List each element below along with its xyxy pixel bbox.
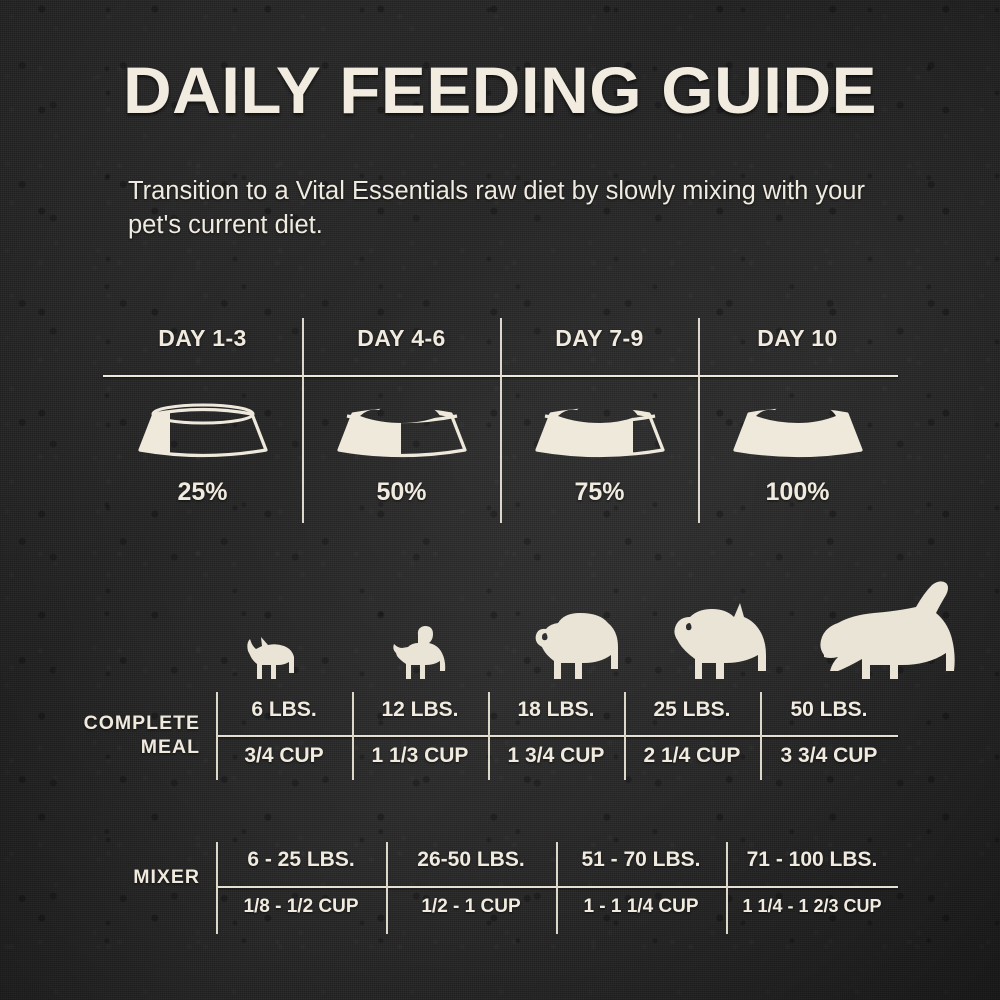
- mixer-divider-v0: [216, 842, 218, 934]
- transition-divider-3: [698, 318, 700, 523]
- complete-meal-divider-v4: [760, 692, 762, 780]
- transition-percent-label: 50%: [376, 478, 427, 506]
- dog-silhouette-chihuahua-icon: [240, 633, 312, 685]
- day-range-label: DAY 4-6: [357, 325, 446, 351]
- transition-percent-label: 100%: [765, 478, 830, 506]
- complete-meal-amount-cell: 1 1/3 CUP: [371, 744, 469, 767]
- complete-meal-weight-cell: 6 LBS.: [251, 698, 317, 721]
- mixer-amount-cell: 1 - 1 1/4 CUP: [583, 896, 699, 917]
- complete-meal-amount-cell: 3 3/4 CUP: [780, 744, 878, 767]
- transition-divider-2: [500, 318, 502, 523]
- mixer-row-label: MIXER: [133, 866, 200, 888]
- mixer-amount-cell: 1 1/4 - 1 2/3 CUP: [742, 896, 882, 916]
- transition-column-day-7-9: DAY 7-9: [500, 318, 699, 523]
- complete-meal-divider-v3: [624, 692, 626, 780]
- complete-meal-weight-cell: 25 LBS.: [653, 698, 731, 721]
- mixer-amount-cell: 1/8 - 1/2 CUP: [243, 896, 359, 917]
- dog-bowl-quarter-icon: [103, 392, 302, 462]
- complete-meal-amount-cell: 1 3/4 CUP: [507, 744, 605, 767]
- page-title: DAILY FEEDING GUIDE: [122, 53, 878, 127]
- complete-meal-weight-cell: 18 LBS.: [517, 698, 595, 721]
- mixer-divider-v1: [386, 842, 388, 934]
- complete-meal-divider-horizontal: [216, 735, 898, 737]
- mixer-weight-cell: 71 - 100 LBS.: [746, 848, 878, 871]
- mixer-weight-cell: 26-50 LBS.: [417, 848, 525, 871]
- dog-bowl-full-icon: [698, 392, 897, 462]
- day-range-label: DAY 7-9: [555, 325, 644, 351]
- transition-column-day-1-3: DAY 1-3: [103, 318, 302, 523]
- mixer-amount-cell: 1/2 - 1 CUP: [421, 896, 521, 917]
- complete-meal-weight-cell: 50 LBS.: [790, 698, 868, 721]
- day-range-label: DAY 1-3: [158, 325, 247, 351]
- transition-percent-label: 25%: [177, 478, 228, 506]
- mixer-weight-cell: 51 - 70 LBS.: [581, 848, 701, 871]
- transition-instructions: Transition to a Vital Essentials raw die…: [128, 177, 865, 239]
- dog-silhouette-pug-icon: [528, 607, 632, 685]
- dog-bowl-half-icon: [302, 392, 501, 462]
- mixer-divider-v3: [726, 842, 728, 934]
- transition-column-day-10: DAY 10 100%: [698, 318, 897, 523]
- dog-bowl-three-quarter-icon: [500, 392, 699, 462]
- dog-silhouette-shiba-icon: [668, 593, 780, 685]
- transition-column-day-4-6: DAY 4-6: [302, 318, 501, 523]
- complete-meal-weight-cell: 12 LBS.: [381, 698, 459, 721]
- complete-meal-divider-v2: [488, 692, 490, 780]
- complete-meal-divider-v0: [216, 692, 218, 780]
- mixer-divider-v2: [556, 842, 558, 934]
- transition-schedule: DAY 1-3: [103, 318, 898, 523]
- complete-meal-label-line1: COMPLETE: [83, 712, 200, 734]
- transition-percent-label: 75%: [574, 478, 625, 506]
- transition-divider-1: [302, 318, 304, 523]
- day-range-label: DAY 10: [757, 325, 838, 351]
- complete-meal-divider-v1: [352, 692, 354, 780]
- dog-size-illustrations: [218, 565, 955, 685]
- complete-meal-label-line2: MEAL: [140, 735, 200, 758]
- mixer-weight-cell: 6 - 25 LBS.: [247, 848, 355, 871]
- complete-meal-amount-cell: 3/4 CUP: [244, 744, 324, 767]
- complete-meal-row-label: COMPLETE MEAL: [60, 712, 200, 760]
- dog-silhouette-poodle-icon: [388, 623, 468, 685]
- dog-silhouette-retriever-icon: [818, 579, 962, 685]
- complete-meal-amount-cell: 2 1/4 CUP: [643, 744, 741, 767]
